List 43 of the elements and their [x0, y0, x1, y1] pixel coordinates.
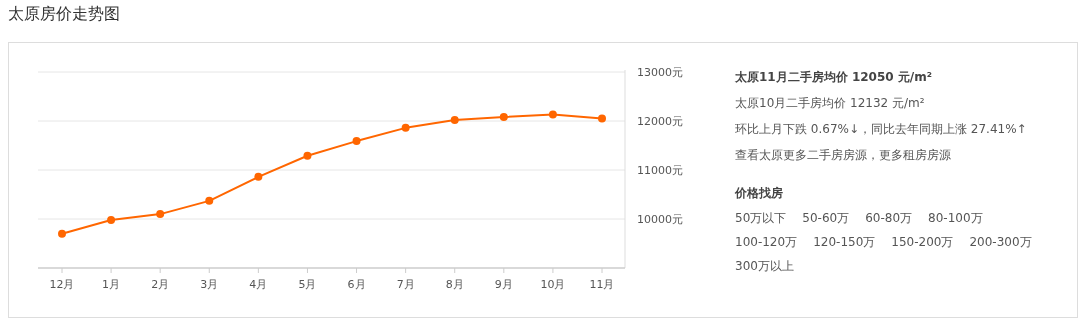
point [205, 196, 214, 205]
text: 价格找房 [735, 185, 784, 202]
text: 50-60万 [802, 210, 850, 227]
y-tick-label: 10000元 [637, 213, 683, 226]
point [548, 110, 557, 119]
point [450, 116, 459, 125]
x-tick-label: 1月 [102, 278, 121, 291]
text: 120-150万 [813, 234, 876, 251]
text: 太原10月二手房均价 12132 元/m² [735, 95, 926, 112]
x-tick-label: 9月 [494, 278, 513, 291]
text: 50万以下 [735, 210, 787, 227]
x-tick-label: 11月 [589, 278, 615, 291]
x-tick-label: 7月 [396, 278, 415, 291]
point [401, 123, 410, 132]
x-tick-label: 3月 [200, 278, 219, 291]
y-tick-label: 11000元 [637, 164, 683, 177]
point [499, 113, 508, 122]
point [352, 137, 361, 146]
text: 200-300万 [969, 234, 1032, 251]
text: 环比上月下跌 0.67%↓，同比去年同期上涨 27.41%↑ [735, 121, 1028, 138]
text: 100-120万 [735, 234, 798, 251]
point [107, 215, 116, 224]
y-tick-label: 13000元 [637, 66, 683, 79]
text: 80-100万 [928, 210, 983, 227]
point [58, 229, 66, 238]
point [156, 210, 165, 219]
x-tick-label: 2月 [151, 278, 170, 291]
x-tick-label: 12月 [49, 278, 75, 291]
chart-title: 太原房价走势图 [8, 4, 120, 25]
text: 300万以上 [735, 258, 794, 275]
x-tick-label: 5月 [298, 278, 317, 291]
point [254, 172, 263, 181]
text: 150-200万 [891, 234, 954, 251]
x-tick-label: 10月 [540, 278, 566, 291]
point [303, 151, 312, 160]
text: 查看太原更多二手房房源，更多租房房源 [735, 147, 952, 164]
y-tick-label: 12000元 [637, 115, 683, 128]
text: 太原11月二手房均价 12050 元/m² [735, 69, 933, 86]
point [598, 114, 606, 123]
x-tick-label: 6月 [347, 278, 366, 291]
x-tick-label: 4月 [249, 278, 268, 291]
x-tick-label: 8月 [445, 278, 464, 291]
text: 60-80万 [865, 210, 913, 227]
